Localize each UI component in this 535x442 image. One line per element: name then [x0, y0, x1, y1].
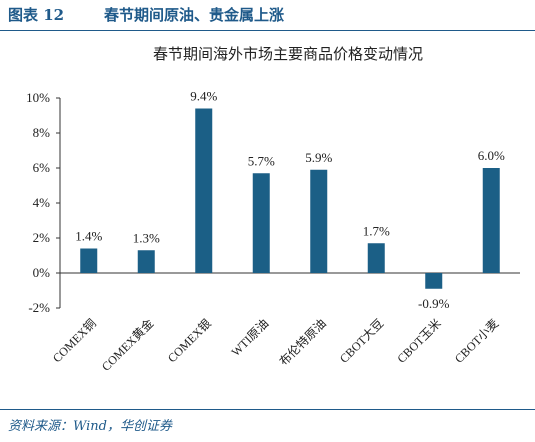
data-label: 5.7%	[248, 153, 275, 168]
data-label: 9.4%	[190, 89, 217, 104]
bar	[482, 168, 500, 273]
category-label: COMEX黄金	[98, 316, 156, 374]
data-label: 5.9%	[305, 150, 332, 165]
data-label: 1.3%	[133, 230, 160, 245]
figure-number: 图表 12	[8, 6, 65, 24]
bar-chart: 春节期间海外市场主要商品价格变动情况 -2% 0% 2% 4% 6% 8% 10% 1.4%…	[26, 45, 520, 374]
y-tick-label: 4%	[33, 195, 51, 210]
bar	[425, 273, 443, 289]
y-axis: -2% 0% 2% 4% 6% 8% 10%	[26, 90, 520, 315]
category-label: 布伦特原油	[276, 316, 329, 369]
chart-title: 春节期间海外市场主要商品价格变动情况	[153, 45, 423, 63]
category-labels: COMEX铜 COMEX黄金 COMEX银 WTI原油 布伦特原油 CBOT大豆 CBOT玉…	[49, 316, 501, 374]
y-tick-label: 2%	[33, 230, 51, 245]
bar	[252, 173, 270, 273]
header-rule	[0, 30, 535, 31]
category-label: COMEX银	[165, 316, 214, 365]
data-label: 6.0%	[478, 148, 505, 163]
bar	[137, 250, 155, 273]
data-labels: 1.4% 1.3% 9.4% 5.7% 5.9% 1.7% -0.9% 6.0%	[75, 89, 505, 311]
figure-header: 图表 12 春节期间原油、贵金属上涨	[0, 0, 535, 30]
figure-title: 春节期间原油、贵金属上涨	[104, 6, 285, 24]
y-tick-label: 8%	[33, 125, 51, 140]
y-tick-label: 6%	[33, 160, 51, 175]
bar	[195, 108, 213, 273]
category-label: WTI原油	[228, 316, 271, 359]
source-note: 资料来源：Wind，华创证券	[8, 419, 172, 434]
data-label: 1.7%	[363, 223, 390, 238]
y-tick-label: 10%	[26, 90, 50, 105]
bar	[80, 248, 98, 273]
category-label: CBOT玉米	[394, 316, 444, 366]
bar-series	[80, 108, 500, 289]
category-label: CBOT小麦	[452, 316, 502, 366]
footer-rule	[0, 409, 535, 410]
data-label: -0.9%	[418, 296, 450, 311]
category-label: CBOT大豆	[337, 316, 387, 366]
y-tick-label: -2%	[28, 300, 50, 315]
y-tick-label: 0%	[33, 265, 51, 280]
category-label: COMEX铜	[49, 316, 99, 366]
data-label: 1.4%	[75, 229, 102, 244]
bar	[310, 169, 328, 273]
bar	[367, 243, 385, 273]
